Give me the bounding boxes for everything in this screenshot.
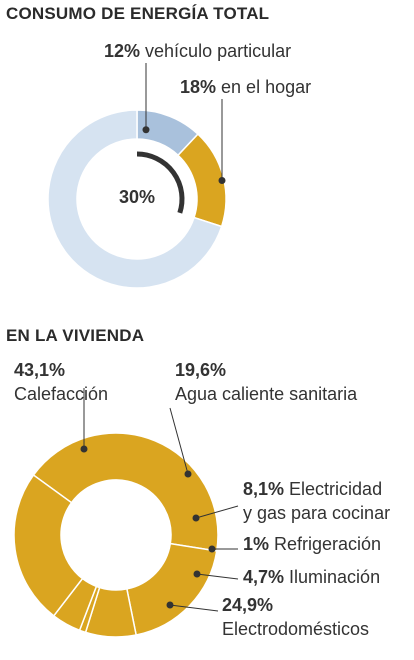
slice-label-total-0: 12% vehículo particular [104, 41, 291, 61]
slice-pct-vivienda-1: 19,6% [175, 360, 226, 380]
slice-label-total-1: 18% en el hogar [180, 77, 311, 97]
leader-dot-vivienda-3 [208, 545, 216, 553]
slice-label-vivienda-2-line2: y gas para cocinar [243, 503, 390, 523]
slice-label-vivienda-5: Electrodomésticos [222, 619, 369, 639]
donut-slice-total-2 [47, 109, 223, 289]
donut-slice-vivienda-5 [13, 473, 84, 617]
leader-dot-vivienda-4 [193, 570, 201, 578]
leader-dot-vivienda-0 [80, 445, 88, 453]
leader-dot-vivienda-5 [166, 601, 174, 609]
slice-pct-vivienda-0: 43,1% [14, 360, 65, 380]
leader-line-vivienda-4 [196, 573, 239, 580]
leader-line-vivienda-2 [195, 505, 239, 519]
slice-label-vivienda-2: 8,1% Electricidad [243, 479, 382, 499]
chart-title-total: CONSUMO DE ENERGÍA TOTAL [6, 4, 270, 23]
slice-pct-vivienda-5: 24,9% [222, 595, 273, 615]
leader-dot-vivienda-2 [192, 514, 200, 522]
chart-title-vivienda: EN LA VIVIENDA [6, 326, 145, 345]
inner-share-arc [136, 151, 185, 214]
slice-label-vivienda-3: 1% Refrigeración [243, 534, 381, 554]
slice-label-vivienda-0: Calefacción [14, 384, 108, 404]
center-label: 30% [119, 187, 155, 207]
leader-line-vivienda-5 [169, 604, 219, 612]
slice-label-vivienda-1: Agua caliente sanitaria [175, 384, 358, 404]
slice-label-vivienda-4: 4,7% Iluminación [243, 567, 380, 587]
leader-dot-vivienda-1 [184, 470, 192, 478]
donut-slice-vivienda-1 [125, 542, 218, 636]
donut-slice-vivienda-0 [32, 432, 219, 552]
leader-dot-total-1 [218, 176, 226, 184]
leader-line-vivienda-1 [169, 407, 189, 475]
leader-dot-total-0 [142, 126, 150, 134]
